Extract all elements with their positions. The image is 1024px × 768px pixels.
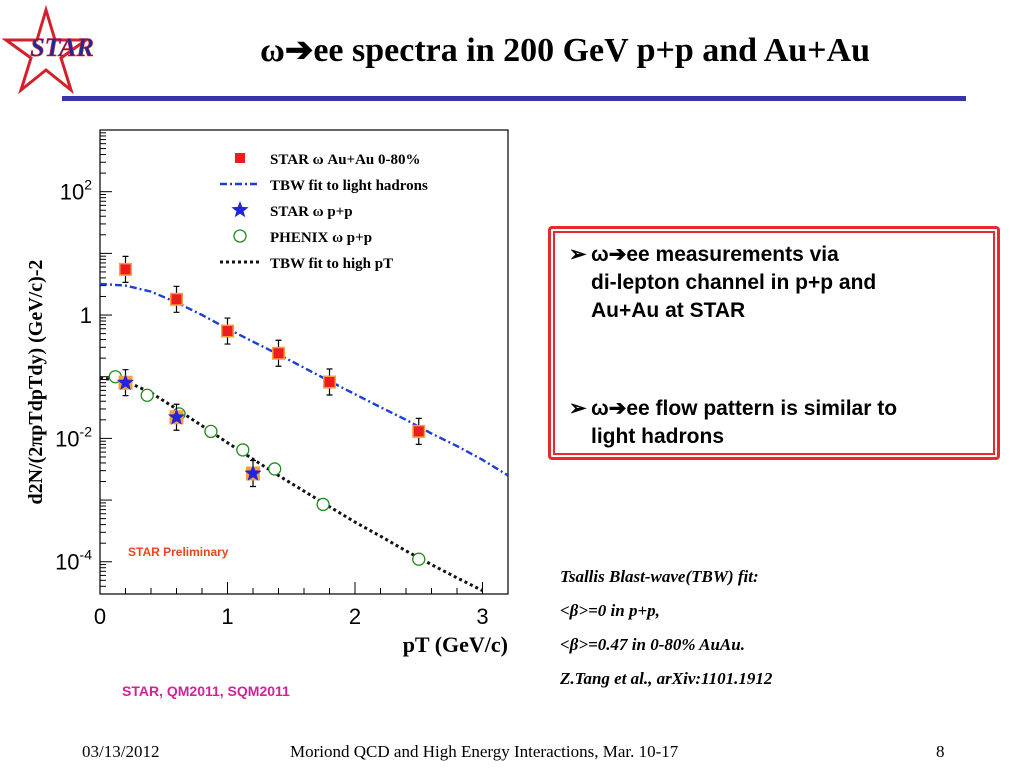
legend-marker-auau xyxy=(235,153,245,163)
legend-label: STAR ω p+p xyxy=(270,204,353,220)
legend-label: STAR ω Au+Au 0-80% xyxy=(270,152,421,168)
x-tick-label: 3 xyxy=(476,604,488,629)
auau-point xyxy=(273,348,284,359)
pp-point xyxy=(116,373,135,390)
logo-text: STAR xyxy=(30,33,94,62)
phenix-pp-point xyxy=(316,497,330,512)
summary-box: ➢ ω➔ee measurements via di-lepton channe… xyxy=(548,226,1000,460)
star-logo: STAR xyxy=(1,2,122,102)
x-axis-title: pT (GeV/c) xyxy=(403,632,508,657)
plot-frame xyxy=(99,129,509,595)
preliminary-label: STAR Preliminary xyxy=(128,545,229,559)
legend-label: TBW fit to light hadrons xyxy=(270,178,428,194)
tbw-light-hadrons-curve-group xyxy=(100,282,508,477)
bullet-arrow-icon: ➢ xyxy=(569,397,587,420)
legend-label: TBW fit to high pT xyxy=(270,256,393,272)
fit-note-4: Z.Tang et al., arXiv:1101.1912 xyxy=(560,669,773,688)
auau-point xyxy=(222,326,233,337)
summary-bullet-1: ➢ ω➔ee measurements via di-lepton channe… xyxy=(569,241,876,325)
phenix-pp-point xyxy=(204,424,218,439)
x-tick-label: 2 xyxy=(349,604,361,629)
auau-point xyxy=(120,264,131,275)
fit-note-3: <β>=0.47 in 0-80% AuAu. xyxy=(560,635,745,654)
y-tick-label: 10-2 xyxy=(55,423,92,451)
footer-page-number: 8 xyxy=(936,742,945,761)
y-tick-label: 102 xyxy=(60,177,92,205)
x-tick-label: 0 xyxy=(94,604,106,629)
pp-point xyxy=(244,464,262,481)
title-divider xyxy=(62,96,966,101)
summary-bullet-2-text: ω➔ee flow pattern is similar to light ha… xyxy=(591,397,898,448)
y-tick-label: 10-4 xyxy=(55,547,92,575)
fit-notes: Tsallis Blast-wave(TBW) fit: <β>=0 in p+… xyxy=(560,560,772,696)
summary-bullet-2: ➢ ω➔ee flow pattern is similar to light … xyxy=(569,395,897,451)
slide-title: ω➔ee spectra in 200 GeV p+p and Au+Au xyxy=(259,32,871,69)
spectra-chart: 0 1 2 3 102 1 10-2 10-4 pT (GeV/c) d2N/(2πpTdpTdy… xyxy=(0,110,530,710)
citation: STAR, QM2011, SQM2011 xyxy=(122,683,290,699)
phenix-pp-point xyxy=(268,462,282,476)
star-logo-icon: STAR xyxy=(1,4,94,95)
auau-point xyxy=(324,377,335,388)
legend-label: PHENIX ω p+p xyxy=(270,230,372,246)
bullet-arrow-icon: ➢ xyxy=(569,243,587,266)
legend-marker-pp xyxy=(231,201,249,218)
pp-point xyxy=(167,408,186,425)
summary-bullet-1-text: ω➔ee measurements via di-lepton channel … xyxy=(591,243,877,322)
spectra-chart-svg: 0 1 2 3 102 1 10-2 10-4 pT (GeV/c) d2N/(2πpTdpTdy… xyxy=(25,129,509,657)
auau-point xyxy=(413,426,424,437)
legend-marker-phenix xyxy=(233,229,247,243)
phenix-pp-point xyxy=(236,443,250,457)
y-tick-label: 1 xyxy=(80,303,92,328)
auau-point xyxy=(171,294,182,305)
phenix-pp-point xyxy=(140,388,154,402)
fit-note-2: <β>=0 in p+p, xyxy=(560,601,660,620)
phenix-pp-point xyxy=(412,552,426,566)
footer-conference: Moriond QCD and High Energy Interactions… xyxy=(290,742,679,761)
tbw-light-hadrons-curve xyxy=(100,282,508,477)
y-axis-title: d2N/(2πpTdpTdy) (GeV/c)-2 xyxy=(25,260,47,505)
fit-note-1: Tsallis Blast-wave(TBW) fit: xyxy=(560,567,759,586)
footer-date: 03/13/2012 xyxy=(82,742,160,761)
x-tick-label: 1 xyxy=(221,604,233,629)
